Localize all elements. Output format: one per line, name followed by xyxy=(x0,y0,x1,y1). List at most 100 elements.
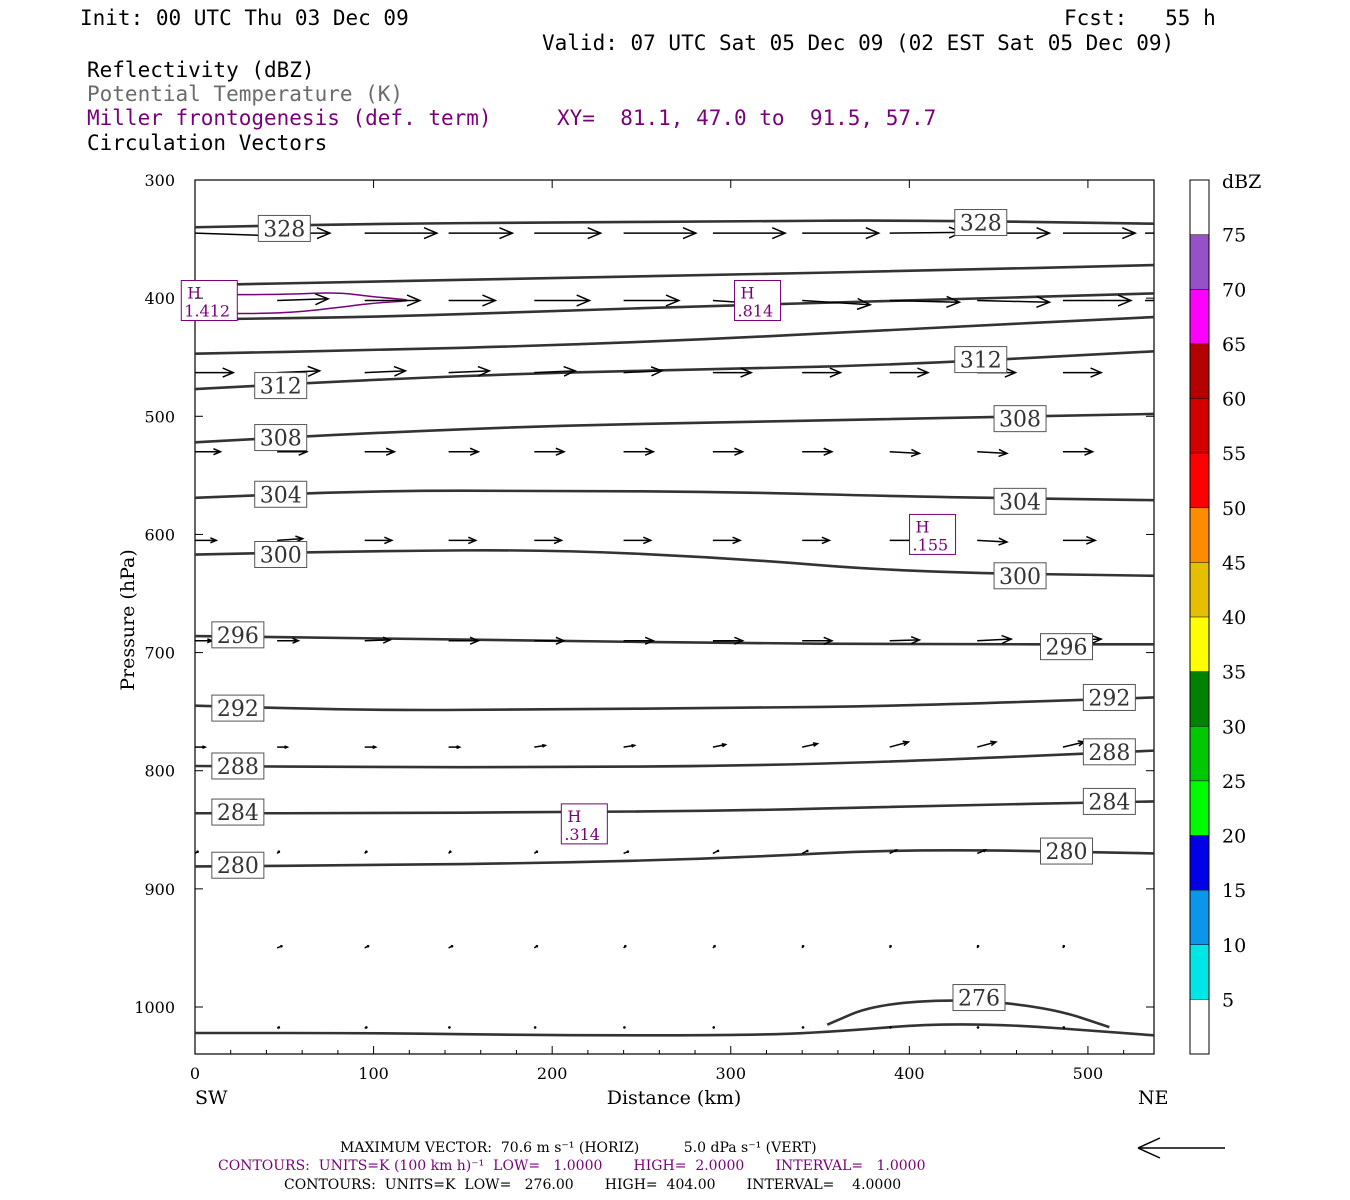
colorbar-label: 70 xyxy=(1222,279,1246,301)
vector-arrowhead xyxy=(998,537,1009,546)
theta-contour-line xyxy=(195,848,1154,868)
y-axis-label: Pressure (hPa) xyxy=(117,549,139,691)
vector-arrowhead xyxy=(946,295,962,309)
theta-contour-line xyxy=(195,696,1154,712)
vector-arrowhead xyxy=(682,227,698,240)
colorbar-label: 35 xyxy=(1222,662,1246,684)
vector-arrowhead xyxy=(1036,227,1052,240)
vector-arrowhead xyxy=(393,365,408,377)
vector-arrowhead xyxy=(998,448,1009,458)
vector-arrowhead xyxy=(202,745,208,749)
vector-arrowhead xyxy=(829,367,843,378)
colorbar-bin xyxy=(1190,999,1209,1054)
label-box xyxy=(1082,683,1136,711)
label-box xyxy=(211,621,265,649)
label-text: 328 xyxy=(263,217,305,242)
vector-arrowhead xyxy=(499,227,515,240)
vector-arrowhead xyxy=(210,537,219,544)
label-box xyxy=(993,405,1047,433)
frontogenesis-max-marker: H.155 xyxy=(909,513,957,555)
label-box xyxy=(211,851,265,879)
circulation-vector xyxy=(277,298,329,302)
y-tick-label: 800 xyxy=(144,762,175,781)
label-text: 304 xyxy=(260,483,302,508)
vector-arrowhead xyxy=(316,227,332,240)
field-reflectivity: Reflectivity (dBZ) xyxy=(87,58,315,82)
vector-dot xyxy=(1062,1026,1066,1029)
valid-time: Valid: 07 UTC Sat 05 Dec 09 (02 EST Sat … xyxy=(542,31,1175,55)
vector-arrowhead xyxy=(771,227,788,240)
vector-arrowhead xyxy=(553,536,564,545)
theta-contour-label: 328 xyxy=(954,209,1008,237)
vector-arrowhead xyxy=(456,745,462,750)
vector-dot xyxy=(533,1026,537,1029)
y-tick-label: 700 xyxy=(144,644,175,663)
colorbar-bin xyxy=(1190,507,1209,563)
theta-contour-label: 296 xyxy=(1039,633,1093,661)
vector-arrowhead xyxy=(812,742,820,748)
reference-vector-icon xyxy=(1137,1137,1225,1159)
x-axis-label: Distance (km) xyxy=(607,1087,742,1109)
theta-contour-label: 300 xyxy=(254,541,308,569)
theta-contour-label: 328 xyxy=(257,214,311,242)
circulation-vector xyxy=(534,370,576,374)
circulation-vector xyxy=(889,450,920,455)
max-vector-note: MAXIMUM VECTOR: 70.6 m s⁻¹ (HORIZ) 5.0 d… xyxy=(340,1140,817,1156)
vector-dot xyxy=(448,850,452,854)
frontogenesis-max-marker: H.814 xyxy=(734,280,782,322)
frontogenesis-contour xyxy=(203,292,408,315)
circulation-vector xyxy=(623,370,662,374)
x-tick-label: 100 xyxy=(358,1064,389,1083)
vector-arrowhead xyxy=(865,227,881,240)
vector-arrowhead xyxy=(587,227,603,240)
fronto-value: .314 xyxy=(564,825,600,844)
label-text: 284 xyxy=(1088,790,1130,815)
fronto-high-letter: H xyxy=(567,807,581,826)
vector-arrowhead xyxy=(1086,535,1098,545)
fronto-box xyxy=(180,280,238,322)
vector-arrowhead xyxy=(576,294,592,307)
ne-label: NE xyxy=(1138,1087,1169,1109)
colorbar-bin xyxy=(1190,726,1209,781)
theta-contour-label: 300 xyxy=(993,562,1047,590)
colorbar-label: 5 xyxy=(1222,989,1234,1011)
label-box xyxy=(211,752,265,780)
circulation-vector xyxy=(802,299,871,306)
circulation-vector xyxy=(889,639,920,642)
theta-contour-label: 276 xyxy=(952,984,1006,1012)
vector-arrowhead xyxy=(721,743,728,748)
circulation-vector xyxy=(1062,741,1085,748)
theta-contour-line xyxy=(195,219,1154,229)
colorbar-label: 40 xyxy=(1222,607,1246,629)
vector-dot xyxy=(535,850,539,854)
label-text: 284 xyxy=(217,801,259,826)
fronto-box xyxy=(909,513,957,555)
vector-arrowhead xyxy=(482,294,498,307)
colorbar-bin xyxy=(1190,398,1209,454)
vector-arrowhead xyxy=(1036,295,1052,309)
colorbar-bin xyxy=(1190,343,1209,399)
label-text: 292 xyxy=(217,697,259,722)
circulation-vector xyxy=(977,638,1012,642)
label-text: 288 xyxy=(1088,741,1130,766)
fronto-value: .814 xyxy=(738,302,774,321)
vector-arrowhead xyxy=(222,367,236,378)
theta-contour-label: 288 xyxy=(211,752,265,780)
colorbar-bin xyxy=(1190,562,1209,617)
colorbar-bin xyxy=(1190,671,1209,727)
vector-arrowhead xyxy=(382,636,393,644)
colorbar-bin xyxy=(1190,835,1209,891)
vector-arrowhead xyxy=(823,636,834,645)
label-box xyxy=(952,984,1006,1012)
fronto-high-letter: H xyxy=(187,284,201,303)
fronto-contour-note: CONTOURS: UNITS=K (100 km h)⁻¹ LOW= 1.00… xyxy=(218,1158,926,1174)
sw-label: SW xyxy=(195,1087,228,1109)
theta-contour-line xyxy=(195,263,1154,287)
vector-dot xyxy=(713,944,716,948)
plot-frame xyxy=(194,179,1155,1055)
colorbar-title: dBZ xyxy=(1222,171,1261,193)
theta-contour-line xyxy=(195,634,1154,646)
label-box xyxy=(954,346,1008,374)
circulation-vector xyxy=(277,537,303,542)
axes: 0 100 200 300 400 500 300 400 500 600 700 800 900 100… xyxy=(134,171,1154,1083)
